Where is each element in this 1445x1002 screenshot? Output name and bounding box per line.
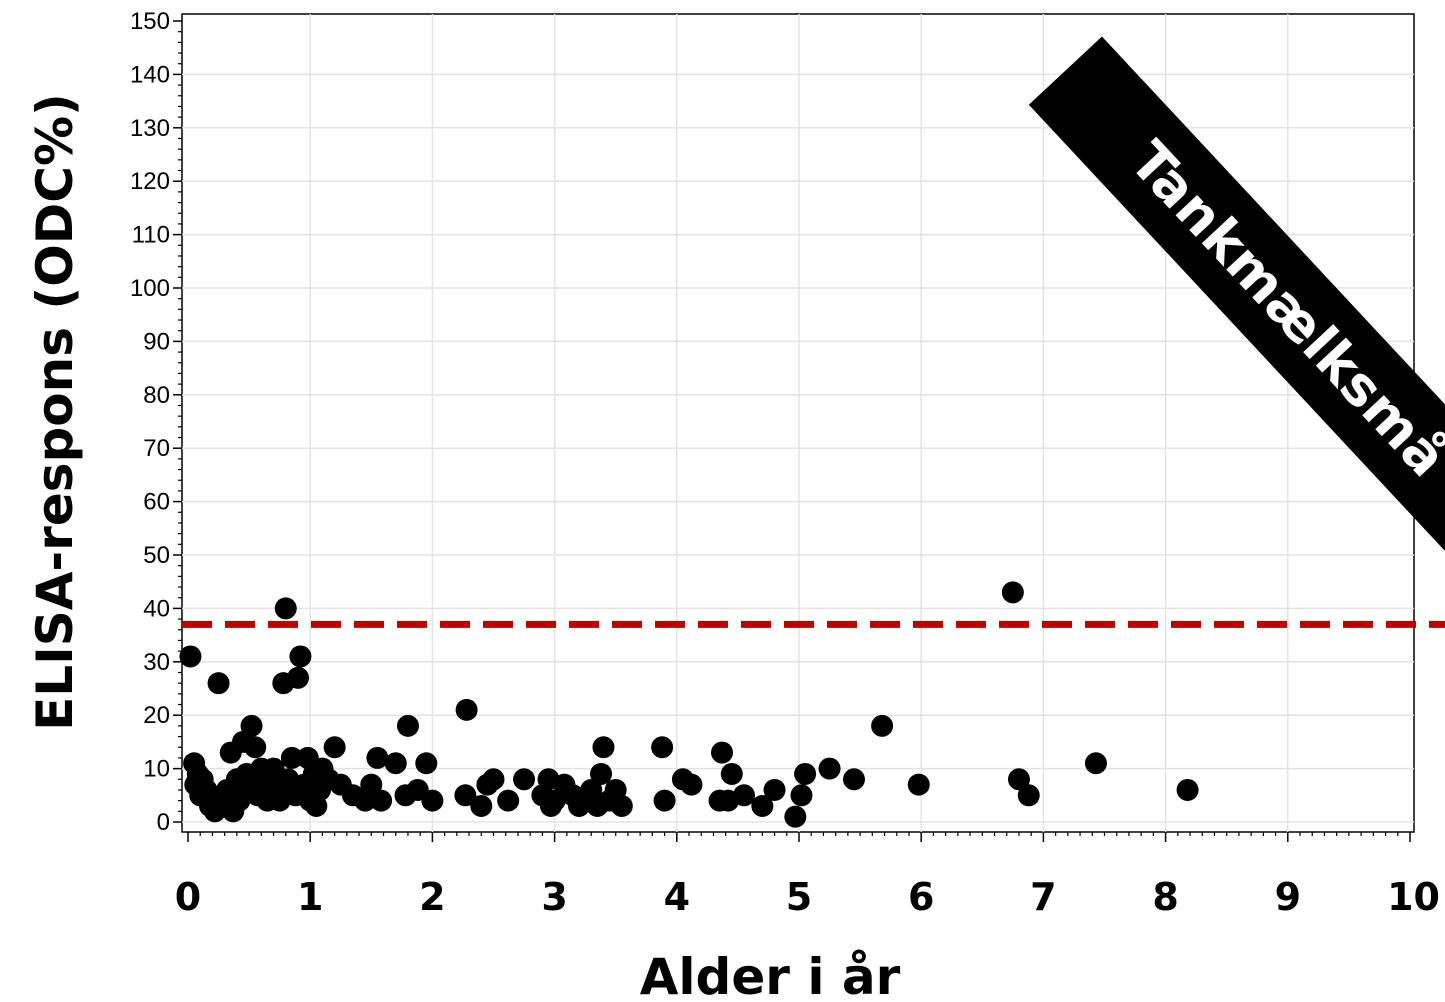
x-tick-label: 9: [1275, 875, 1301, 919]
data-point: [610, 794, 633, 817]
x-minor-ticks: [199, 832, 1399, 836]
y-tick-label: 100: [130, 275, 170, 302]
data-point: [370, 789, 393, 812]
data-point: [590, 762, 613, 785]
data-point: [497, 789, 520, 812]
data-point: [1001, 581, 1024, 604]
y-tick-label: 60: [143, 489, 170, 516]
data-point: [680, 773, 703, 796]
data-point: [240, 714, 263, 737]
y-tick-label: 120: [130, 168, 170, 195]
y-minor-ticks: [178, 31, 182, 812]
data-point: [568, 794, 591, 817]
data-point: [543, 789, 566, 812]
data-point: [790, 784, 813, 807]
x-tick-label: 8: [1152, 875, 1178, 919]
data-point: [907, 773, 930, 796]
x-tick-label: 7: [1030, 875, 1056, 919]
y-tick-label: 90: [143, 328, 170, 355]
x-tick-label: 3: [541, 875, 567, 919]
data-point: [592, 736, 615, 759]
data-point: [455, 698, 478, 721]
data-point: [244, 736, 267, 759]
x-tick-label: 10: [1387, 875, 1440, 919]
data-point: [470, 794, 493, 817]
data-point: [280, 746, 303, 769]
y-axis-title: ELISA-respons (ODC%): [26, 93, 84, 731]
y-tick-label: 140: [130, 61, 170, 88]
y-tick-label: 110: [132, 222, 170, 249]
data-point: [651, 736, 674, 759]
data-point: [421, 789, 444, 812]
data-point: [274, 597, 297, 620]
data-point: [179, 645, 202, 668]
y-axis-ticks: 0 10 20 30 40 50 60 70 80 90 100 110 120 130 140 150: [130, 8, 182, 836]
data-point: [871, 714, 894, 737]
data-point: [1017, 784, 1040, 807]
x-axis-title: Alder i år: [640, 948, 901, 1002]
y-tick-label: 20: [143, 702, 170, 729]
data-point: [794, 762, 817, 785]
y-tick-label: 40: [143, 595, 170, 622]
x-tick-label: 2: [419, 875, 445, 919]
data-point: [763, 778, 786, 801]
data-point: [366, 746, 389, 769]
data-point: [733, 784, 756, 807]
x-tick-label: 6: [908, 875, 934, 919]
data-point: [289, 645, 312, 668]
x-tick-label: 4: [664, 875, 690, 919]
data-point: [396, 714, 419, 737]
y-tick-label: 80: [143, 382, 170, 409]
y-tick-label: 150: [130, 8, 170, 35]
data-point: [286, 666, 309, 689]
data-point: [482, 768, 505, 791]
data-point: [653, 789, 676, 812]
x-tick-label: 5: [786, 875, 812, 919]
data-point: [207, 672, 230, 695]
y-tick-label: 10: [143, 756, 170, 783]
data-point: [720, 762, 743, 785]
data-point: [454, 784, 477, 807]
data-point: [784, 805, 807, 828]
data-point: [360, 773, 383, 796]
data-point: [384, 752, 407, 775]
x-tick-label: 1: [297, 875, 323, 919]
data-point: [751, 794, 774, 817]
x-axis-ticks: 0 1 2 3 4 5 6 7 8 9 10: [175, 832, 1440, 919]
data-point: [1176, 778, 1199, 801]
data-point: [818, 757, 841, 780]
data-points: [179, 581, 1199, 828]
data-point: [323, 736, 346, 759]
y-tick-label: 30: [143, 649, 170, 676]
y-tick-label: 50: [143, 542, 170, 569]
plot-area: [181, 13, 1415, 833]
data-point: [1084, 752, 1107, 775]
data-point: [415, 752, 438, 775]
y-tick-label: 70: [143, 435, 170, 462]
y-tick-label: 0: [157, 809, 170, 836]
data-point: [842, 768, 865, 791]
data-point: [513, 768, 536, 791]
y-tick-label: 130: [130, 115, 170, 142]
data-point: [1007, 768, 1030, 791]
x-tick-label: 0: [175, 875, 201, 919]
banner-bar: [1028, 36, 1445, 581]
data-point: [711, 741, 734, 764]
